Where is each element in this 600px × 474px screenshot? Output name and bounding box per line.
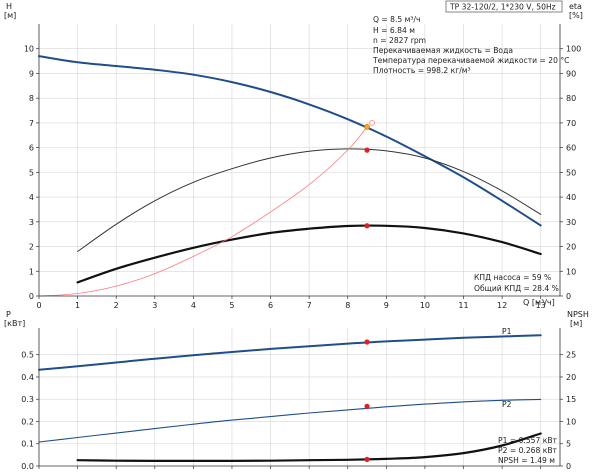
p1-power-curve [38, 334, 542, 371]
bottom-panel-duty-points [364, 339, 370, 462]
duty-point-pump-efficiency [364, 147, 370, 153]
y-right-tick-label: 30 [566, 218, 576, 227]
operating-point-info: Q = 8.5 м³/ч H = 6.84 м n = 2827 rpm Пер… [372, 15, 569, 75]
x-tick-label: 8 [345, 301, 350, 310]
y-right-tick-label: 0 [566, 462, 571, 471]
y-left-tick-label: 8 [29, 94, 34, 103]
required-point-marker [369, 120, 375, 126]
duty-point-p2 [364, 403, 370, 409]
y-right-tick-label: 20 [566, 243, 576, 252]
duty-point-total-efficiency [364, 223, 370, 229]
x-tick-label: 12 [497, 301, 507, 310]
x-tick-label: 11 [458, 301, 468, 310]
series-label-p2: P2 [502, 400, 512, 409]
pump-efficiency-text: КПД насоса = 59 % [474, 273, 551, 282]
y-left-tick-label: 0.2 [21, 417, 34, 426]
head-axis-label: H [6, 2, 12, 11]
x-tick-label: 2 [114, 301, 119, 310]
info-flow: Q = 8.5 м³/ч [373, 15, 420, 24]
info-speed: n = 2827 rpm [373, 36, 426, 45]
y-left-tick-label: 5 [29, 168, 34, 177]
y-right-tick-label: 100 [566, 45, 581, 54]
y-left-tick-label: 10 [24, 45, 34, 54]
y-right-tick-label: 50 [566, 168, 576, 177]
y-left-tick-label: 0.3 [21, 395, 34, 404]
x-tick-label: 9 [384, 301, 389, 310]
npsh-readout: NPSH = 1.49 м [498, 456, 555, 465]
power-axis-label: P [6, 310, 11, 319]
y-right-tick-label: 0 [566, 292, 571, 301]
eta-axis-label: eta [569, 2, 582, 11]
y-left-tick-label: 0 [29, 292, 34, 301]
npsh-curve [76, 432, 542, 462]
top-panel-curves [38, 55, 542, 297]
head-curve [38, 55, 542, 227]
info-head: H = 6.84 м [373, 26, 415, 35]
y-right-tick-label: 5 [566, 440, 571, 449]
info-density: Плотность = 998.2 кг/м³ [373, 66, 471, 75]
flow-axis-label: Q [м³/ч] [523, 298, 555, 307]
y-right-tick-label: 80 [566, 94, 576, 103]
y-left-tick-label: 7 [29, 119, 34, 128]
y-right-tick-label: 70 [566, 119, 576, 128]
y-right-tick-label: 10 [566, 417, 576, 426]
title-box [445, 0, 563, 13]
y-left-tick-label: 9 [29, 69, 34, 78]
y-left-tick-label: 0.4 [21, 373, 34, 382]
duty-point-npsh [364, 456, 370, 462]
system-curve [38, 126, 368, 297]
y-right-tick-label: 40 [566, 193, 576, 202]
info-liquid: Перекачиваемая жидкость = Вода [373, 46, 513, 55]
y-right-tick-label: 15 [566, 395, 576, 404]
power-readout: P1 = 0.557 кВт P2 = 0.268 кВт NPSH = 1.4… [498, 436, 558, 465]
series-label-p1: P1 [502, 327, 512, 336]
npsh-axis-label: NPSH [567, 310, 589, 319]
x-tick-label: 10 [420, 301, 430, 310]
chart-title: TP 32-120/2, 1*230 V, 50Hz [449, 3, 556, 12]
bottom-panel-curves [38, 334, 542, 462]
y-left-tick-label: 2 [29, 243, 34, 252]
y-left-tick-label: 0.5 [21, 351, 34, 360]
x-tick-label: 7 [307, 301, 312, 310]
top-panel-axes: 0 1 2 3 4 5 6 7 8 9 10 11 12 130123456789100102030405… [24, 24, 581, 310]
x-tick-label: 0 [36, 301, 41, 310]
x-tick-label: 1 [75, 301, 80, 310]
power-axis-unit: [кВт] [4, 319, 25, 328]
pump-efficiency-curve [77, 148, 542, 252]
y-left-tick-label: 0.0 [21, 462, 34, 471]
x-tick-label: 4 [191, 301, 196, 310]
y-left-tick-label: 3 [29, 218, 34, 227]
y-right-tick-label: 90 [566, 69, 576, 78]
p1-readout: P1 = 0.557 кВт [498, 436, 558, 445]
p2-readout: P2 = 0.268 кВт [498, 446, 558, 455]
y-right-tick-label: 10 [566, 267, 576, 276]
y-left-tick-label: 6 [29, 144, 34, 153]
duty-point-head [364, 123, 370, 130]
efficiency-readout: КПД насоса = 59 % Общий КПД = 28.4 % [474, 273, 559, 293]
npsh-axis-unit: [м] [570, 319, 582, 328]
y-left-tick-label: 4 [29, 193, 34, 202]
x-tick-label: 5 [229, 301, 234, 310]
x-tick-label: 13 [536, 301, 546, 310]
y-left-tick-label: 1 [29, 267, 34, 276]
y-left-tick-label: 0.1 [21, 440, 34, 449]
bottom-panel-grid [39, 328, 560, 466]
head-axis-unit: [м] [4, 11, 16, 20]
y-right-tick-label: 20 [566, 373, 576, 382]
bottom-panel-axes: 0.0 0.1 0.2 0.3 0.4 0.5 0 5 10 15 20 25 [21, 328, 576, 471]
info-temperature: Температура перекачиваемой жидкости = 20… [372, 56, 569, 65]
p2-power-curve [38, 398, 542, 443]
duty-point-p1 [364, 339, 370, 345]
top-panel-duty-points [364, 120, 375, 229]
eta-axis-unit: [%] [569, 11, 583, 20]
y-right-tick-label: 60 [566, 144, 576, 153]
total-efficiency-curve [76, 224, 542, 284]
x-tick-label: 3 [152, 301, 157, 310]
y-right-tick-label: 25 [566, 351, 576, 360]
total-efficiency-text: Общий КПД = 28.4 % [474, 284, 559, 293]
x-tick-label: 6 [268, 301, 273, 310]
